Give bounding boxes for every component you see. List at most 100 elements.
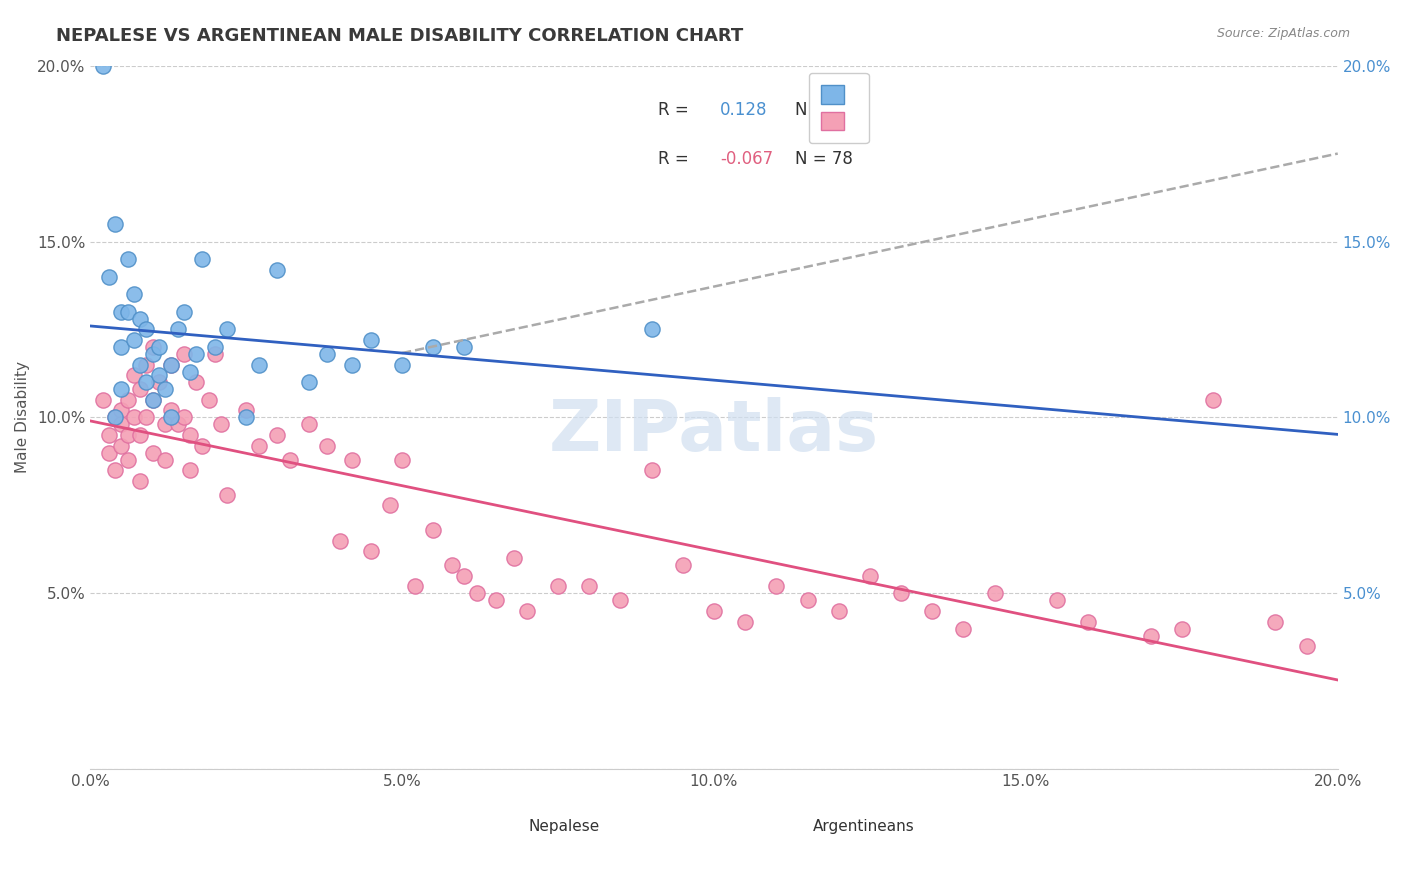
Point	[186, 347, 208, 361]
Point	[129, 474, 152, 488]
Point	[97, 428, 120, 442]
Legend: , : ,	[808, 73, 869, 143]
Point	[135, 376, 157, 390]
Point	[122, 410, 145, 425]
Point	[340, 358, 363, 372]
Point	[235, 410, 257, 425]
Point	[422, 523, 444, 537]
Point	[142, 347, 165, 361]
Point	[104, 463, 127, 477]
Point	[97, 445, 120, 459]
Point	[142, 340, 165, 354]
Point	[160, 358, 183, 372]
Point	[110, 340, 132, 354]
Point	[153, 452, 176, 467]
Point	[153, 417, 176, 432]
Point	[828, 604, 851, 618]
Point	[129, 428, 152, 442]
Point	[104, 410, 127, 425]
Point	[485, 593, 508, 607]
Text: N = 40: N = 40	[794, 101, 853, 119]
Point	[91, 59, 114, 73]
Point	[516, 604, 538, 618]
Point	[110, 417, 132, 432]
Point	[117, 252, 139, 266]
Point	[921, 604, 943, 618]
Point	[117, 392, 139, 407]
Point	[204, 340, 226, 354]
Point	[148, 368, 170, 383]
Point	[135, 358, 157, 372]
Point	[952, 622, 974, 636]
Point	[122, 368, 145, 383]
Point	[422, 340, 444, 354]
Point	[235, 403, 257, 417]
Text: Nepalese: Nepalese	[529, 819, 600, 834]
Point	[734, 615, 756, 629]
Point	[135, 322, 157, 336]
Point	[983, 586, 1005, 600]
Point	[640, 463, 662, 477]
Point	[1171, 622, 1194, 636]
Point	[135, 410, 157, 425]
Point	[316, 439, 339, 453]
Point	[153, 382, 176, 396]
Point	[465, 586, 488, 600]
Point	[360, 333, 382, 347]
Text: R =: R =	[658, 101, 689, 119]
Point	[1295, 639, 1317, 653]
Point	[297, 417, 319, 432]
Point	[278, 452, 301, 467]
Text: R =: R =	[658, 150, 689, 168]
Point	[765, 579, 787, 593]
Point	[166, 322, 188, 336]
Point	[266, 428, 288, 442]
Point	[129, 358, 152, 372]
Point	[197, 392, 219, 407]
Text: Source: ZipAtlas.com: Source: ZipAtlas.com	[1216, 27, 1350, 40]
Point	[404, 579, 426, 593]
Point	[173, 305, 195, 319]
Point	[340, 452, 363, 467]
Point	[266, 262, 288, 277]
Point	[148, 376, 170, 390]
Point	[129, 382, 152, 396]
Point	[160, 410, 183, 425]
Point	[142, 392, 165, 407]
Point	[503, 551, 526, 566]
Point	[1202, 392, 1225, 407]
Point	[209, 417, 232, 432]
Point	[179, 365, 201, 379]
Point	[297, 376, 319, 390]
Point	[316, 347, 339, 361]
Point	[378, 499, 401, 513]
Point	[329, 533, 352, 548]
Point	[890, 586, 912, 600]
Point	[110, 403, 132, 417]
Point	[117, 305, 139, 319]
Point	[360, 544, 382, 558]
Point	[1077, 615, 1099, 629]
Point	[859, 569, 882, 583]
Point	[110, 305, 132, 319]
Point	[440, 558, 463, 573]
Point	[247, 358, 270, 372]
Point	[672, 558, 695, 573]
Point	[173, 347, 195, 361]
Point	[142, 445, 165, 459]
Point	[609, 593, 631, 607]
Point	[173, 410, 195, 425]
Point	[191, 439, 214, 453]
Point	[217, 322, 239, 336]
Text: 0.128: 0.128	[720, 101, 768, 119]
Point	[640, 322, 662, 336]
Point	[391, 358, 413, 372]
Point	[247, 439, 270, 453]
Point	[91, 392, 114, 407]
Text: Argentineans: Argentineans	[813, 819, 914, 834]
Point	[179, 463, 201, 477]
Point	[453, 569, 475, 583]
Point	[129, 312, 152, 326]
Point	[179, 428, 201, 442]
Point	[186, 376, 208, 390]
